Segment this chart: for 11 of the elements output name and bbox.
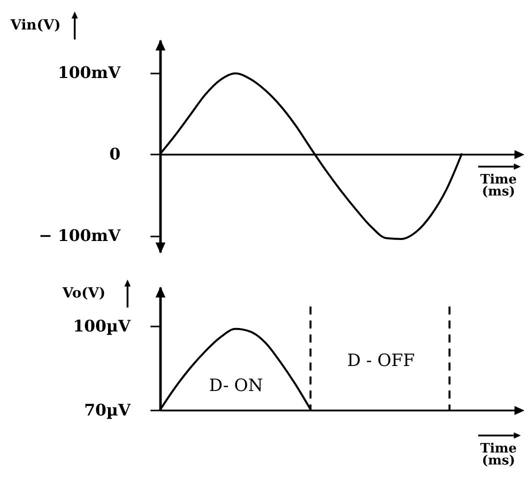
- y-axis-title: Vin(V): [10, 18, 61, 34]
- y-axis-title: Vo(V): [62, 286, 106, 302]
- annotation: D- ON: [209, 376, 264, 396]
- y-tick-label: 0: [109, 144, 120, 164]
- x-axis-title: Time (ms): [480, 442, 517, 468]
- y-tick-label: − 100mV: [38, 226, 122, 246]
- x-axis-title: Time (ms): [480, 172, 517, 200]
- y-tick-label: 100mV: [58, 63, 122, 82]
- annotation: D - OFF: [347, 351, 416, 371]
- y-tick-label: 70µV: [84, 400, 132, 420]
- y-tick-label: 100µV: [72, 316, 132, 336]
